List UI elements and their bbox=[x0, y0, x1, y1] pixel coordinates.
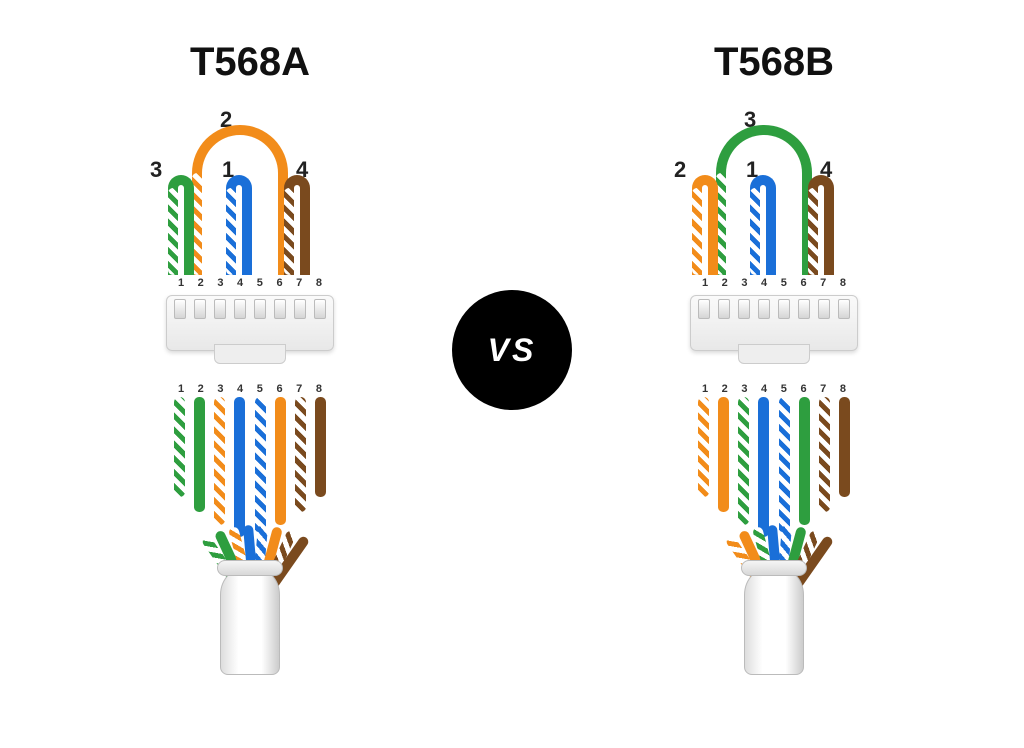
wire-stripe bbox=[226, 188, 236, 275]
wire bbox=[194, 397, 205, 512]
pin-number: 4 bbox=[233, 383, 247, 395]
pin-numbers-bottom: 12345678 bbox=[174, 383, 326, 395]
standard-t568a: T568A 12345678 12345678 2314 bbox=[100, 40, 400, 675]
wire bbox=[275, 397, 286, 525]
wire bbox=[839, 397, 850, 497]
pin-number: 1 bbox=[174, 277, 188, 289]
wire bbox=[315, 397, 326, 497]
cable-jacket-icon bbox=[220, 565, 280, 675]
pin-number: 6 bbox=[797, 383, 811, 395]
wire-stripe bbox=[284, 188, 294, 275]
pin-number: 1 bbox=[698, 383, 712, 395]
pin-number: 7 bbox=[292, 383, 306, 395]
wire bbox=[174, 397, 185, 497]
wire bbox=[819, 397, 830, 512]
pin-number: 8 bbox=[312, 277, 326, 289]
wire-stripe bbox=[692, 188, 702, 275]
pin-number: 6 bbox=[797, 277, 811, 289]
vs-label: VS bbox=[488, 332, 537, 369]
wire bbox=[295, 397, 306, 512]
diagram-t568a: 12345678 12345678 2314 bbox=[130, 115, 370, 675]
pin-number: 4 bbox=[757, 277, 771, 289]
pin-number: 7 bbox=[816, 277, 830, 289]
pin-number: 3 bbox=[213, 277, 227, 289]
pin-number: 8 bbox=[312, 383, 326, 395]
wire-stripe bbox=[750, 188, 760, 275]
title-t568b: T568B bbox=[714, 40, 834, 85]
pin-number: 4 bbox=[233, 277, 247, 289]
pin-number: 2 bbox=[194, 277, 208, 289]
pin-number: 1 bbox=[174, 383, 188, 395]
wire-stripe bbox=[808, 188, 818, 275]
wire bbox=[799, 397, 810, 525]
connector-pins bbox=[698, 299, 850, 319]
wire-stripe bbox=[168, 188, 178, 275]
pin-number: 5 bbox=[777, 383, 791, 395]
pin-numbers-bottom: 12345678 bbox=[698, 383, 850, 395]
pin-number: 3 bbox=[213, 383, 227, 395]
vs-badge: VS bbox=[452, 290, 572, 410]
connector-pins bbox=[174, 299, 326, 319]
pin-number: 5 bbox=[777, 277, 791, 289]
pin-number: 6 bbox=[273, 383, 287, 395]
wire bbox=[698, 397, 709, 497]
pin-number: 4 bbox=[757, 383, 771, 395]
pin-number: 3 bbox=[737, 383, 751, 395]
wire bbox=[718, 397, 729, 512]
pair-label: 3 bbox=[150, 157, 162, 183]
pin-number: 8 bbox=[836, 277, 850, 289]
pin-number: 3 bbox=[737, 277, 751, 289]
diagram-t568b: 12345678 12345678 3214 bbox=[654, 115, 894, 675]
pin-number: 8 bbox=[836, 383, 850, 395]
title-t568a: T568A bbox=[190, 40, 310, 85]
pin-numbers-top: 12345678 bbox=[174, 277, 326, 289]
pin-number: 2 bbox=[718, 383, 732, 395]
pin-number: 5 bbox=[253, 383, 267, 395]
comparison-container: T568A 12345678 12345678 2314 VS T568B 12… bbox=[0, 0, 1024, 748]
pin-number: 2 bbox=[194, 383, 208, 395]
pin-number: 5 bbox=[253, 277, 267, 289]
cable-jacket-icon bbox=[744, 565, 804, 675]
pair-label: 2 bbox=[674, 157, 686, 183]
pin-numbers-top: 12345678 bbox=[698, 277, 850, 289]
wire bbox=[214, 397, 225, 525]
pin-number: 7 bbox=[816, 383, 830, 395]
pin-number: 2 bbox=[718, 277, 732, 289]
pin-number: 1 bbox=[698, 277, 712, 289]
wire bbox=[738, 397, 749, 525]
pin-number: 7 bbox=[292, 277, 306, 289]
standard-t568b: T568B 12345678 12345678 3214 bbox=[624, 40, 924, 675]
pin-number: 6 bbox=[273, 277, 287, 289]
